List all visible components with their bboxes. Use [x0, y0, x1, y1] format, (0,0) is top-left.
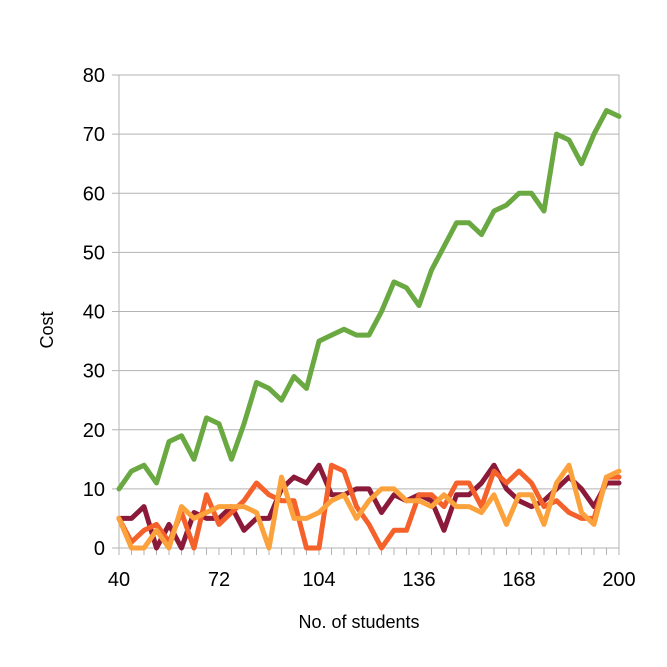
y-tick-label: 30 — [83, 361, 105, 383]
y-tick-label: 60 — [83, 183, 105, 205]
series-lines — [116, 108, 622, 551]
y-tick-label: 20 — [83, 420, 105, 442]
y-tick-label: 80 — [83, 65, 105, 87]
y-tick-label: 0 — [94, 538, 105, 560]
series-line-3 — [116, 462, 622, 551]
x-tick-label: 72 — [208, 569, 230, 591]
y-axis-ticks: 0 10 20 30 40 50 60 70 80 — [83, 65, 105, 560]
x-axis-ticks: 40 72 104 136 168 200 — [108, 569, 636, 591]
series-line-4 — [116, 462, 622, 551]
y-tick-label: 40 — [83, 302, 105, 324]
x-tick-label: 40 — [108, 569, 130, 591]
y-axis-title: Cost — [37, 311, 57, 348]
y-tick-label: 10 — [83, 479, 105, 501]
y-tick-label: 50 — [83, 242, 105, 264]
y-tick-label: 70 — [83, 124, 105, 146]
x-tick-label: 104 — [302, 569, 335, 591]
series-line-1 — [116, 108, 622, 492]
x-tick-label: 200 — [602, 569, 635, 591]
x-tick-label: 136 — [402, 569, 435, 591]
grid-lines — [112, 74, 620, 555]
x-axis-title: No. of students — [298, 612, 419, 632]
x-tick-label: 168 — [502, 569, 535, 591]
